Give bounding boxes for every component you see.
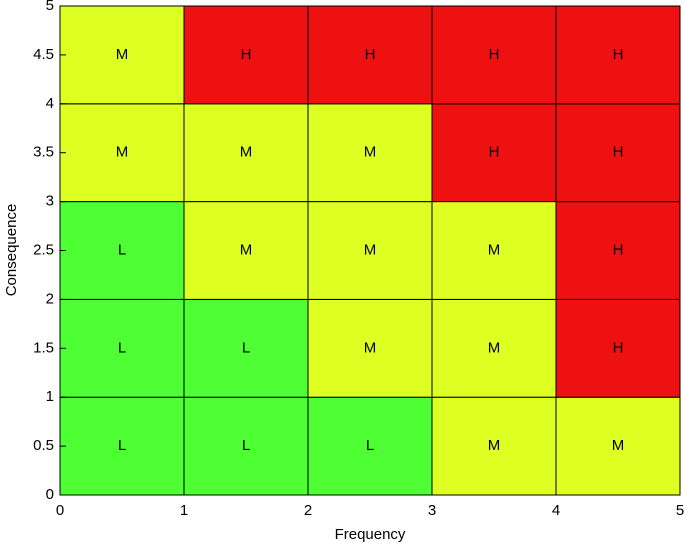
cell-label: H [241,46,252,63]
cell [431,103,557,203]
y-tick-label: 0 [46,486,54,503]
x-tick-label: 2 [304,502,312,519]
y-tick-label: 5 [46,0,54,14]
cell [307,298,433,398]
cell-label: H [489,46,500,63]
cell [307,5,433,105]
cell-label: L [118,241,126,258]
cell [59,396,185,496]
cell [307,201,433,300]
cell-label: M [488,437,501,454]
cell [183,298,309,398]
cell-label: M [240,241,253,258]
cell-label: M [488,241,501,258]
cell-label: M [116,144,129,161]
cell-label: M [488,339,501,356]
cell-label: H [489,144,500,161]
x-tick-label: 0 [56,502,64,519]
cell [555,298,681,398]
cell-label: L [118,339,126,356]
y-tick-label: 3.5 [33,144,54,161]
cell [555,103,681,203]
cell-label: M [240,144,253,161]
y-tick-label: 2 [46,290,54,307]
cell-label: M [116,46,129,63]
cell-label: L [118,437,126,454]
cell [307,103,433,203]
y-tick-label: 4.5 [33,46,54,63]
y-tick-label: 3 [46,193,54,210]
cell-label: L [366,437,374,454]
cell-label: M [364,339,377,356]
cell [183,201,309,300]
cell [59,298,185,398]
x-tick-label: 4 [552,502,560,519]
y-tick-label: 1.5 [33,339,54,356]
y-tick-label: 0.5 [33,437,54,454]
x-tick-label: 5 [676,502,684,519]
cell [183,103,309,203]
y-tick-label: 4 [46,95,54,112]
cell [59,5,185,105]
cell-label: H [613,144,624,161]
cell [555,396,681,496]
cell-label: M [364,144,377,161]
cell-label: H [613,339,624,356]
cell [431,298,557,398]
cell-label: H [365,46,376,63]
x-tick-label: 1 [180,502,188,519]
cell-label: L [242,437,250,454]
y-tick-label: 1 [46,388,54,405]
cell [183,396,309,496]
cell-label: H [613,241,624,258]
cell-label: M [364,241,377,258]
y-axis-label: Consequence [3,204,20,297]
cell [555,201,681,300]
cell-label: L [242,339,250,356]
cell-label: M [612,437,625,454]
y-tick-label: 2.5 [33,241,54,258]
x-axis-label: Frequency [335,526,406,543]
cell [431,396,557,496]
cell [555,5,681,105]
x-tick-label: 3 [428,502,436,519]
cell-label: H [613,46,624,63]
